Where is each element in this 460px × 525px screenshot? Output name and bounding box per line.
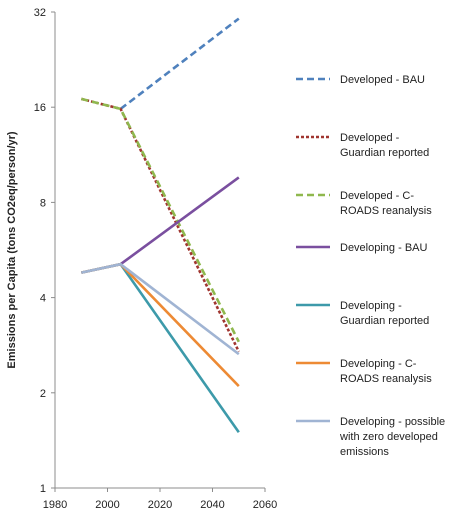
y-axis-label: Emissions per Capita (tons CO2eq/person/… <box>6 131 18 369</box>
series-line-6 <box>81 262 240 388</box>
x-tick-label: 1980 <box>43 499 67 511</box>
x-tick-label: 2060 <box>253 499 277 511</box>
series-line-7 <box>81 262 240 356</box>
legend-label-5: Developing -Guardian reported <box>340 300 429 327</box>
y-tick-label: 2 <box>40 388 46 400</box>
series-line-3 <box>80 97 240 343</box>
legend-label-4: Developing - BAU <box>340 242 427 254</box>
y-tick-label: 4 <box>40 293 46 305</box>
legend: Developed - BAU Developed -Guardian repor… <box>296 74 445 458</box>
series-layer <box>80 17 240 434</box>
legend-label-2: Developed -Guardian reported <box>340 132 429 159</box>
legend-label-1: Developed - BAU <box>340 74 425 86</box>
series-line-2 <box>80 97 240 353</box>
y-tick-label: 1 <box>40 483 46 495</box>
y-tick-label: 16 <box>34 102 46 114</box>
x-tick-label: 2000 <box>95 499 119 511</box>
x-tick-label: 2040 <box>200 499 224 511</box>
legend-label-3: Developed - C-ROADS reanalysis <box>340 190 432 217</box>
axes: 1 2 4 8 16 32 1980 2000 2020 2040 2060 Emissions pe… <box>6 7 277 511</box>
y-tick-label: 32 <box>34 7 46 19</box>
series-line-1 <box>119 17 240 110</box>
series-line-5 <box>81 262 240 434</box>
y-tick-label: 8 <box>40 197 46 209</box>
legend-label-7: Developing - possible with zero developed… <box>339 416 445 458</box>
legend-label-6: Developing - C-ROADS reanalysis <box>340 358 432 385</box>
x-tick-label: 2020 <box>148 499 172 511</box>
